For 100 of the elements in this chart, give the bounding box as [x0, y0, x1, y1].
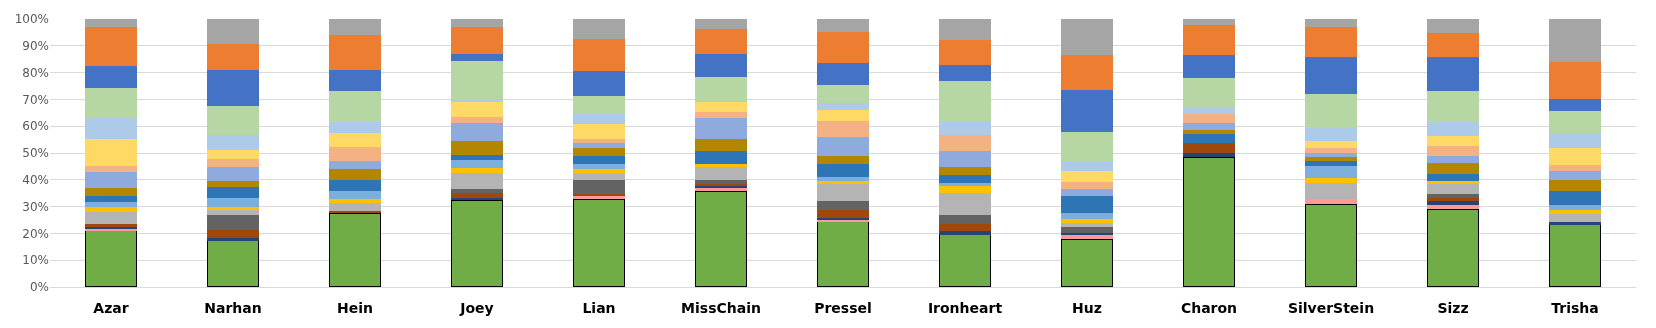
bar	[1549, 147, 1601, 166]
bar	[817, 102, 869, 111]
bar	[1061, 218, 1113, 223]
bar	[1427, 156, 1479, 164]
bar	[1427, 205, 1479, 210]
bar	[1305, 153, 1357, 158]
bar	[572, 198, 626, 287]
bar	[1305, 128, 1357, 142]
bar	[1183, 25, 1235, 55]
bar	[695, 166, 747, 181]
bar	[1305, 177, 1357, 183]
bar	[939, 185, 991, 193]
x-tick-label: Lian	[582, 299, 616, 316]
bar	[573, 19, 625, 40]
bar	[1061, 19, 1113, 55]
bar	[85, 172, 137, 189]
bar	[1304, 203, 1358, 287]
bar	[329, 91, 381, 123]
bar	[451, 154, 503, 160]
bar	[451, 101, 503, 118]
bar	[939, 40, 991, 65]
bar	[1427, 163, 1479, 174]
bar	[1427, 56, 1479, 92]
bar	[206, 239, 260, 287]
bar	[939, 64, 991, 82]
bar	[695, 53, 747, 78]
bar	[1549, 99, 1601, 111]
bar	[329, 169, 381, 181]
bar	[85, 196, 137, 202]
bar	[695, 111, 747, 119]
bar	[329, 202, 381, 211]
bar	[329, 19, 381, 36]
bar	[1549, 190, 1601, 205]
bar	[329, 122, 381, 134]
bar	[329, 210, 381, 213]
bar	[207, 135, 259, 150]
bar	[573, 96, 625, 114]
bar	[1549, 19, 1601, 62]
bar	[1549, 165, 1601, 171]
bar	[1183, 108, 1235, 114]
x-tick-label: Joey	[459, 299, 494, 316]
bar	[1549, 132, 1601, 148]
bar	[817, 163, 869, 178]
bar	[1549, 61, 1601, 100]
x-tick-label: MissChain	[681, 299, 761, 316]
bar	[207, 167, 259, 181]
bar	[207, 207, 259, 210]
bar	[1549, 210, 1601, 214]
bar	[1548, 223, 1602, 287]
bar	[1549, 170, 1601, 180]
bar	[1427, 91, 1479, 123]
bar	[817, 110, 869, 121]
y-tick-label: 0%	[29, 280, 49, 295]
bar	[573, 139, 625, 143]
bar	[1061, 132, 1113, 162]
bar	[329, 190, 381, 199]
bar	[817, 137, 869, 156]
bar	[817, 120, 869, 138]
bar	[939, 81, 991, 121]
bar	[1305, 19, 1357, 28]
x-tick-label: SilverStein	[1287, 299, 1375, 316]
bar	[573, 147, 625, 156]
bar	[1427, 136, 1479, 147]
bar	[817, 209, 869, 218]
bar	[817, 181, 869, 184]
bar	[939, 150, 991, 167]
y-tick-label: 30%	[22, 199, 49, 214]
bar	[451, 27, 503, 55]
bar	[817, 19, 869, 32]
bar	[329, 35, 381, 70]
bar	[1427, 201, 1479, 206]
bar	[1061, 234, 1113, 239]
y-tick-label: 90%	[22, 39, 49, 53]
bar	[207, 187, 259, 199]
bar	[207, 215, 259, 231]
bar	[817, 63, 869, 85]
y-tick-label: 60%	[22, 119, 49, 134]
bar	[1183, 19, 1235, 26]
bar	[85, 87, 137, 118]
bar	[695, 150, 747, 164]
bar	[1305, 27, 1357, 57]
bar	[1060, 238, 1114, 287]
bar	[1061, 222, 1113, 227]
bar	[939, 183, 991, 186]
bar	[573, 169, 625, 174]
bar	[85, 165, 137, 173]
bar	[1305, 147, 1357, 154]
bar	[817, 183, 869, 201]
bar	[1061, 188, 1113, 196]
bar	[1426, 208, 1480, 287]
bar	[1061, 161, 1113, 171]
x-tick-label: Azar	[93, 299, 129, 316]
bar	[817, 200, 869, 210]
bar	[1305, 141, 1357, 148]
bar	[329, 69, 381, 92]
bar	[85, 117, 137, 140]
bar	[1549, 204, 1601, 211]
bar	[207, 43, 259, 70]
bar	[1427, 194, 1479, 199]
bar	[451, 141, 503, 155]
